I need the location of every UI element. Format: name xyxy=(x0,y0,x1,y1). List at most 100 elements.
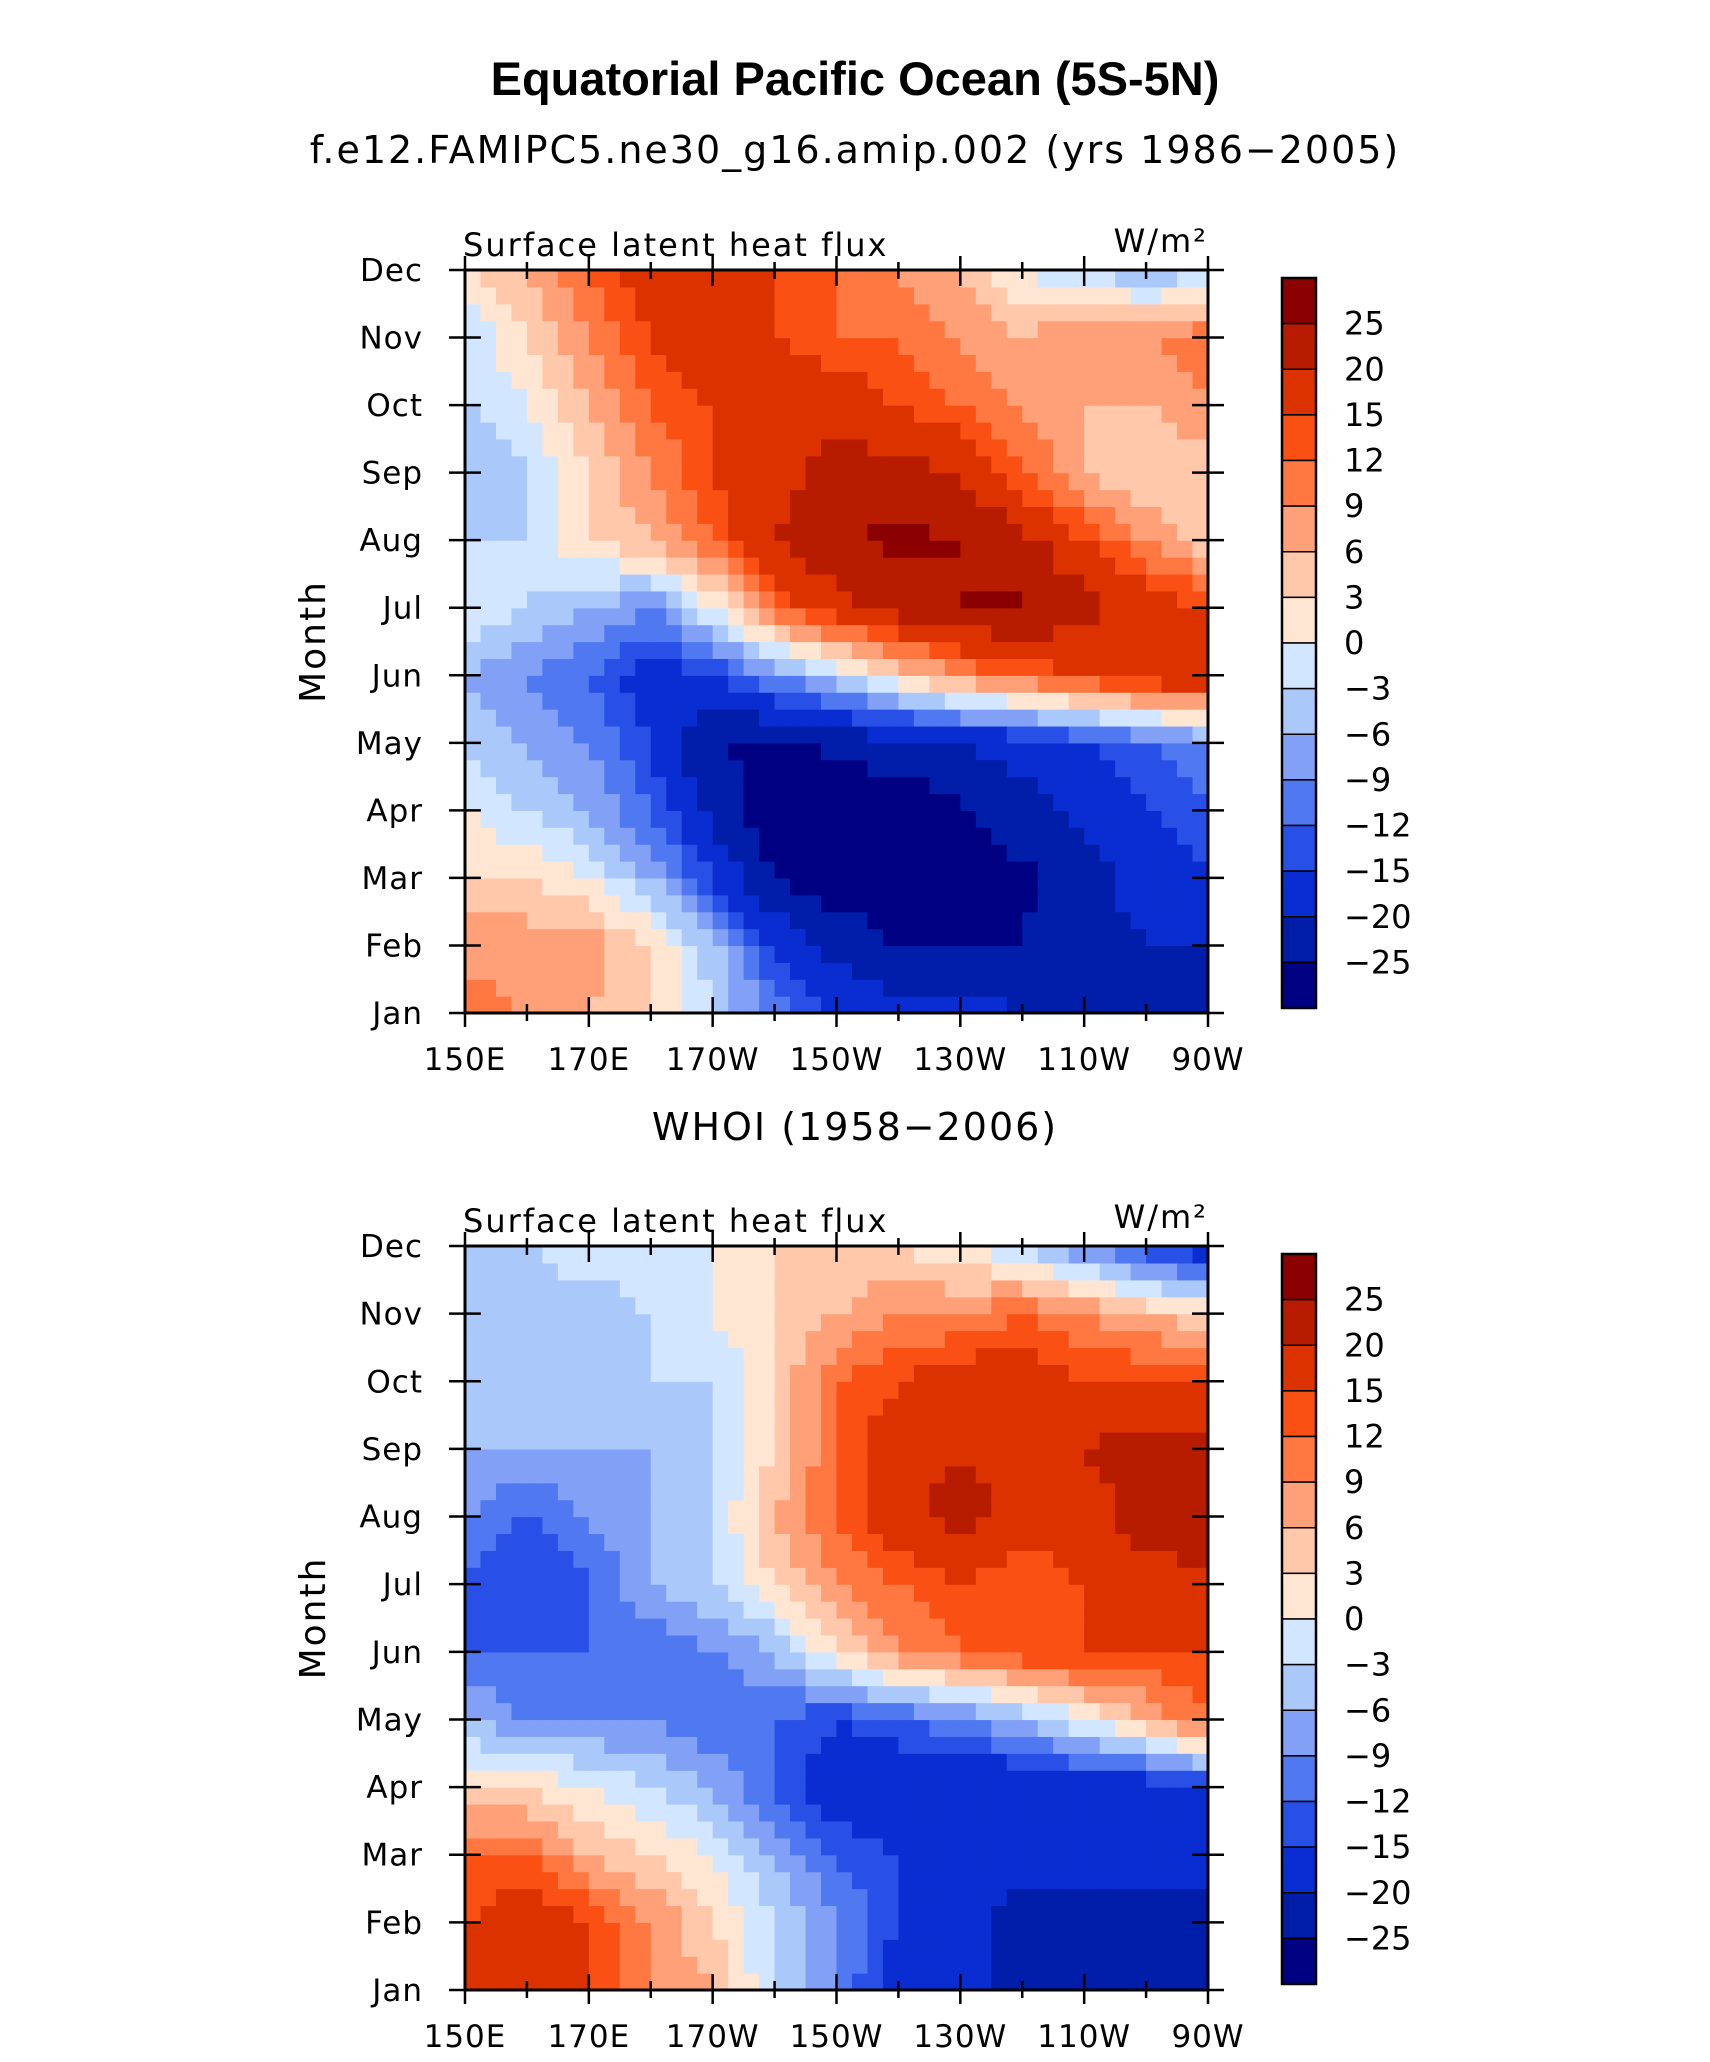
heatmap-cell xyxy=(1161,1567,1178,1585)
heatmap-cell xyxy=(975,1685,992,1704)
heatmap-cell xyxy=(728,861,745,879)
heatmap-cell xyxy=(635,928,652,947)
heatmap-cell xyxy=(480,320,497,339)
heatmap-cell xyxy=(511,1364,528,1382)
heatmap-cell xyxy=(743,421,760,440)
y-tick-label: Jun xyxy=(370,1635,423,1671)
heatmap-cell xyxy=(836,844,853,862)
heatmap-cell xyxy=(697,506,714,524)
heatmap-cell xyxy=(511,590,528,609)
heatmap-cell xyxy=(588,810,605,828)
heatmap-cell xyxy=(991,945,1008,963)
heatmap-cell xyxy=(975,1956,992,1974)
heatmap-cell xyxy=(960,1296,977,1315)
heatmap-cell xyxy=(743,1364,760,1382)
heatmap-cell xyxy=(728,692,745,710)
heatmap-cell xyxy=(666,607,683,626)
heatmap-cell xyxy=(712,455,729,474)
heatmap-cell xyxy=(1192,1262,1208,1281)
heatmap-cell xyxy=(697,421,714,440)
heatmap-cell xyxy=(867,979,884,997)
colorbar-box xyxy=(1281,733,1317,781)
heatmap-cell xyxy=(975,388,992,406)
heatmap-cell xyxy=(1068,1330,1085,1349)
heatmap-cell xyxy=(557,472,574,491)
heatmap-cell xyxy=(557,894,574,913)
heatmap-cell xyxy=(619,709,636,727)
heatmap-cell xyxy=(929,303,946,322)
heatmap-cell xyxy=(604,1482,621,1501)
heatmap-cell xyxy=(526,371,543,389)
heatmap-cell xyxy=(666,1415,683,1433)
heatmap-cell xyxy=(588,438,605,457)
heatmap-cell xyxy=(805,1618,822,1636)
heatmap-cell xyxy=(465,1973,482,1990)
heatmap-cell xyxy=(666,827,683,845)
heatmap-cell xyxy=(851,861,869,879)
heatmap-cell xyxy=(557,776,574,795)
heatmap-cell xyxy=(805,1787,822,1805)
heatmap-cell xyxy=(805,1871,822,1890)
heatmap-cell xyxy=(1161,523,1178,541)
heatmap-cell xyxy=(542,1516,559,1535)
heatmap-cell xyxy=(1192,1584,1208,1602)
heatmap-cell xyxy=(1115,540,1132,558)
heatmap-cell xyxy=(790,1567,807,1585)
heatmap-cell xyxy=(882,1499,900,1518)
heatmap-cell xyxy=(1115,962,1132,980)
heatmap-cell xyxy=(1053,1770,1070,1788)
heatmap-cell xyxy=(882,388,900,406)
heatmap-cell xyxy=(712,1296,729,1315)
heatmap-cell xyxy=(851,1296,869,1315)
heatmap-cell xyxy=(1053,624,1070,643)
heatmap-cell xyxy=(805,1381,822,1399)
heatmap-cell xyxy=(790,472,807,491)
heatmap-cell xyxy=(1161,742,1178,761)
heatmap-cell xyxy=(821,1854,838,1873)
heatmap-cell xyxy=(913,371,930,389)
heatmap-cell xyxy=(929,1398,946,1416)
heatmap-cell xyxy=(975,590,992,609)
heatmap-cell xyxy=(1192,523,1208,541)
heatmap-cell xyxy=(1053,725,1070,744)
heatmap-cell xyxy=(836,1381,853,1399)
heatmap-cell xyxy=(1022,1719,1039,1737)
heatmap-cell xyxy=(728,911,745,930)
heatmap-cell xyxy=(1099,1482,1116,1501)
heatmap-cell xyxy=(1177,1482,1194,1501)
heatmap-cell xyxy=(1161,1922,1178,1940)
heatmap-cell xyxy=(588,1262,605,1281)
heatmap-cell xyxy=(650,1381,667,1399)
heatmap-cell xyxy=(1192,1415,1208,1433)
heatmap-cell xyxy=(681,354,698,372)
heatmap-cell xyxy=(1037,709,1054,727)
heatmap-cell xyxy=(805,641,822,659)
heatmap-cell xyxy=(1022,1736,1039,1754)
heatmap-cell xyxy=(495,827,513,845)
heatmap-cell xyxy=(465,388,482,406)
heatmap-cell xyxy=(619,540,636,558)
heatmap-cell xyxy=(1130,1736,1147,1754)
heatmap-cell xyxy=(619,1888,636,1907)
heatmap-cell xyxy=(1068,573,1085,592)
heatmap-cell xyxy=(619,894,636,913)
heatmap-cell xyxy=(1161,928,1178,947)
heatmap-cell xyxy=(929,1246,946,1264)
heatmap-cell xyxy=(1006,1973,1023,1990)
heatmap-cell xyxy=(774,1787,791,1805)
heatmap-cell xyxy=(944,844,961,862)
heatmap-cell xyxy=(867,303,884,322)
heatmap-cell xyxy=(759,590,776,609)
heatmap-cell xyxy=(1084,1262,1101,1281)
heatmap-cell xyxy=(557,1956,574,1974)
heatmap-cell xyxy=(851,1905,869,1923)
heatmap-cell xyxy=(728,506,745,524)
heatmap-cell xyxy=(666,658,683,676)
heatmap-cell xyxy=(1006,844,1023,862)
heatmap-cell xyxy=(697,979,714,997)
heatmap-cell xyxy=(588,472,605,491)
heatmap-cell xyxy=(1037,1702,1054,1721)
heatmap-cell xyxy=(465,1567,482,1585)
heatmap-cell xyxy=(495,405,513,423)
heatmap-cell xyxy=(929,1279,946,1298)
